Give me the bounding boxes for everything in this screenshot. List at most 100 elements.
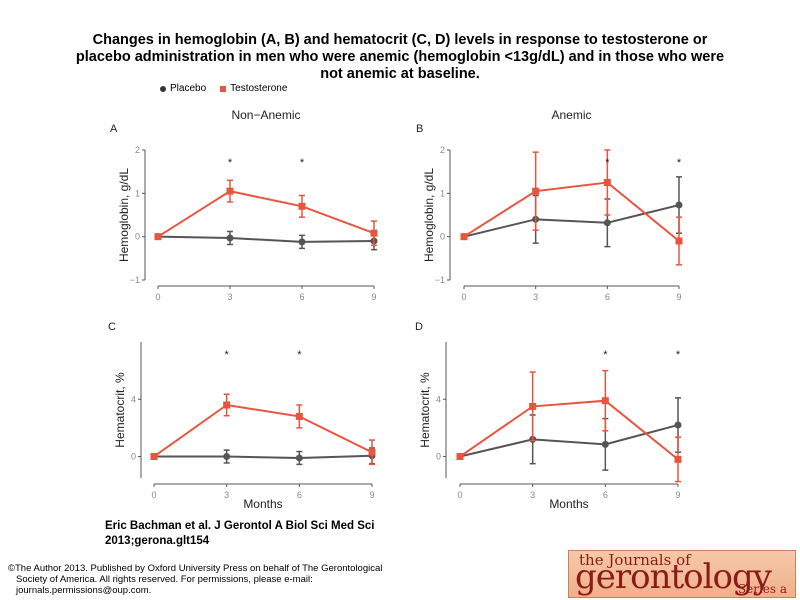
data-point	[223, 401, 231, 409]
copyright-notice: ©The Author 2013. Published by Oxford Un…	[8, 563, 448, 596]
x-tick-label: 0	[461, 292, 466, 302]
chart-panel-a: −1 0 1 2 0 3 6 9 A Non−Anemic Hemoglobin, g/dL * *	[110, 108, 378, 302]
data-point	[368, 448, 376, 456]
copyright-line: journals.permissions@oup.com.	[16, 585, 152, 596]
significance-star: *	[603, 349, 608, 361]
figure-title: Changes in hemoglobin (A, B) and hematoc…	[20, 32, 780, 83]
x-tick-label: 9	[369, 490, 374, 500]
data-point	[601, 440, 609, 448]
legend-item-placebo: Placebo	[160, 83, 206, 94]
panel-label: B	[416, 123, 423, 135]
x-tick-label: 3	[530, 490, 535, 500]
data-point	[674, 455, 682, 463]
copyright-line: Society of America. All rights reserved.…	[16, 574, 313, 585]
data-point	[295, 412, 303, 420]
y-tick-label: 0	[135, 232, 140, 242]
x-axis-label: Months	[243, 497, 282, 511]
y-tick-label: 1	[135, 188, 140, 198]
series-line-placebo	[463, 204, 680, 238]
copyright-line: ©The Author 2013. Published by Oxford Un…	[8, 563, 383, 574]
x-tick-label: 6	[297, 490, 302, 500]
significance-star: *	[300, 157, 305, 169]
data-point	[298, 202, 306, 210]
y-tick-label: 2	[440, 145, 445, 155]
y-tick-label: 4	[131, 394, 136, 404]
x-tick-label: 0	[457, 490, 462, 500]
significance-star: *	[676, 349, 681, 361]
legend-label: Placebo	[170, 83, 207, 94]
y-tick-label: 0	[436, 452, 441, 462]
column-title: Anemic	[551, 108, 591, 122]
citation: Eric Bachman et al. J Gerontol A Biol Sc…	[105, 520, 375, 547]
data-point	[298, 238, 306, 246]
y-tick-label: −1	[435, 275, 445, 285]
significance-star: *	[228, 157, 233, 169]
data-point	[603, 219, 611, 227]
journal-logo: the Journals of gerontology Series a	[568, 550, 796, 598]
y-tick-label: 1	[440, 188, 445, 198]
series-line-placebo	[459, 424, 679, 458]
column-title: Non−Anemic	[231, 108, 300, 122]
series-line-placebo	[154, 454, 373, 459]
y-tick-label: −1	[130, 275, 140, 285]
series-line-testosterone	[463, 181, 680, 242]
significance-star: *	[297, 349, 302, 361]
x-tick-label: 9	[676, 292, 681, 302]
data-point	[460, 233, 468, 241]
data-point	[529, 402, 537, 410]
data-point	[675, 237, 683, 245]
title-line: Changes in hemoglobin (A, B) and hematoc…	[92, 32, 708, 48]
data-point	[370, 229, 378, 237]
square-marker-icon	[220, 85, 227, 92]
y-axis-label: Hemoglobin, g/dL	[117, 168, 131, 262]
series-line-testosterone	[459, 399, 679, 461]
x-tick-label: 6	[605, 292, 610, 302]
x-axis-label: Months	[549, 497, 588, 511]
y-axis-label: Hematocrit, %	[418, 372, 432, 448]
title-line: placebo administration in men who were a…	[75, 49, 725, 65]
legend-label: Testosterone	[230, 83, 288, 94]
significance-star: *	[605, 157, 610, 169]
y-tick-label: 2	[135, 145, 140, 155]
data-point	[674, 421, 682, 429]
logo-line: gerontology	[575, 557, 772, 597]
x-tick-label: 3	[227, 292, 232, 302]
logo-line: the Journals of	[579, 551, 691, 569]
panel-label: A	[110, 123, 118, 135]
data-point	[532, 187, 540, 195]
significance-star: *	[225, 349, 230, 361]
x-tick-label: 3	[533, 292, 538, 302]
chart-legend: Placebo Testosterone	[160, 83, 287, 94]
series-line-testosterone	[153, 403, 373, 458]
chart-panel-b: −1 0 1 2 0 3 6 9 B Anemic Hemoglobin, g/dL * *	[416, 108, 683, 302]
data-point	[226, 187, 234, 195]
y-tick-label: 0	[440, 232, 445, 242]
chart-panel-c: 0 4 0 3 6 9 C Hematocrit, % Months * *	[108, 321, 376, 511]
data-point	[601, 397, 609, 405]
data-point	[603, 179, 611, 186]
x-tick-label: 3	[224, 490, 229, 500]
title-line: not anemic at baseline.	[320, 66, 480, 82]
y-tick-label: 4	[436, 394, 441, 404]
data-point	[154, 233, 162, 241]
y-axis-label: Hemoglobin, g/dL	[422, 168, 436, 262]
series-line-placebo	[157, 235, 375, 243]
significance-star: *	[677, 157, 682, 169]
data-point	[295, 454, 303, 462]
y-axis-label: Hematocrit, %	[113, 372, 127, 448]
y-tick-label: 0	[131, 452, 136, 462]
logo-line: Series a	[737, 582, 787, 596]
circle-marker-icon	[160, 85, 166, 92]
data-point	[456, 453, 464, 461]
x-tick-label: 6	[299, 292, 304, 302]
x-tick-label: 0	[155, 292, 160, 302]
x-tick-label: 9	[371, 292, 376, 302]
x-tick-label: 9	[675, 490, 680, 500]
data-point	[675, 201, 683, 209]
legend-item-testosterone: Testosterone	[220, 83, 287, 94]
panel-label: D	[415, 321, 423, 333]
series-line-testosterone	[157, 190, 375, 238]
chart-panel-d: 0 4 0 3 6 9 D Hematocrit, % Months * *	[415, 321, 682, 511]
x-tick-label: 0	[151, 490, 156, 500]
